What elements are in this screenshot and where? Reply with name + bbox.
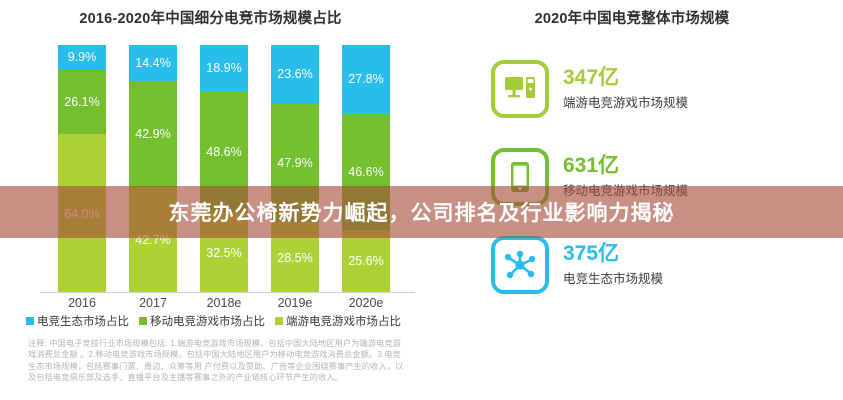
- legend-label: 移动电竞游戏市场占比: [150, 316, 265, 328]
- stat-row: 347亿端游电竞游戏市场规模: [491, 60, 688, 118]
- stat-value: 631亿: [563, 154, 620, 178]
- x-axis-line: [40, 292, 415, 293]
- bar-segment-label: 23.6%: [277, 67, 313, 82]
- overlay-banner: 东莞办公椅新势力崛起，公司排名及行业影响力揭秘: [0, 186, 843, 238]
- left-panel-title: 2016-2020年中国细分电竞市场规模占比: [79, 11, 342, 27]
- bar-segment-label: 26.1%: [64, 94, 100, 109]
- bar-segment-label: 27.8%: [348, 72, 384, 87]
- stat-label: 端游电竞游戏市场规模: [563, 95, 689, 110]
- stat-text: 347亿端游电竞游戏市场规模: [563, 67, 688, 110]
- bar-segment: 27.8%: [342, 45, 390, 114]
- bar-segment-label: 14.4%: [135, 55, 171, 70]
- legend-swatch-icon: [275, 317, 283, 325]
- bar-segment: 18.9%: [200, 45, 248, 92]
- bar-segment: 23.6%: [271, 45, 319, 104]
- legend-label: 电竞生态市场占比: [37, 316, 129, 328]
- desktop-pc-icon: [491, 60, 549, 118]
- x-axis-tick-label: 2020e: [348, 296, 384, 310]
- bar-segment-label: 18.9%: [206, 61, 242, 76]
- right-panel-title: 2020年中国电竞整体市场规模: [534, 11, 730, 27]
- bar-segment-label: 25.6%: [348, 254, 384, 269]
- bar-stack: 27.8% 46.6% 25.6%: [342, 45, 390, 293]
- legend-swatch-icon: [26, 317, 34, 325]
- bar-segment-label: 42.9%: [135, 126, 171, 141]
- stat-text: 375亿电竞生态市场规模: [563, 243, 663, 286]
- bar-group: 18.9% 48.6% 32.5%: [200, 45, 248, 293]
- chart-legend: 电竞生态市场占比 移动电竞游戏市场占比 端游电竞游戏市场占比: [26, 313, 401, 329]
- bar-group: 14.4% 42.9% 42.7%: [129, 45, 177, 293]
- bar-segment-label: 46.6%: [348, 164, 384, 179]
- bar-group: 9.9%26.1%64.0%: [58, 45, 106, 293]
- x-axis-tick-label: 2016: [68, 296, 96, 310]
- bar-segment: 42.9%: [129, 80, 177, 188]
- bar-segment-label: 32.5%: [206, 245, 242, 260]
- bar-stack: 23.6% 47.9% 28.5%: [271, 45, 319, 293]
- stat-row: 375亿电竞生态市场规模: [491, 236, 663, 294]
- legend-item[interactable]: 移动电竞游戏市场占比: [139, 313, 265, 329]
- bar-stack: 18.9% 48.6% 32.5%: [200, 45, 248, 293]
- bar-segment-label: 28.5%: [277, 250, 313, 265]
- bar-segment: 26.1%: [58, 69, 106, 135]
- bar-stack: 9.9%26.1%64.0%: [58, 45, 106, 293]
- bar-segment: 9.9%: [58, 45, 106, 70]
- stat-value: 375亿: [563, 242, 620, 266]
- x-axis-tick-label: 2017: [139, 296, 167, 310]
- x-axis-tick-label: 2019e: [277, 296, 313, 310]
- bar-segment-label: 47.9%: [277, 155, 313, 170]
- legend-label: 端游电竞游戏市场占比: [286, 316, 401, 328]
- x-axis-tick-label: 2018e: [206, 296, 242, 310]
- bar-segment: 25.6%: [342, 229, 390, 293]
- network-nodes-icon: [491, 236, 549, 294]
- bar-segment-label: 48.6%: [206, 145, 242, 160]
- left-footnote: 注释: 中国电子竞技行业市场规模包括: 1.端游电竞游戏市场规模，包括中国大陆地…: [28, 339, 404, 383]
- stat-label: 电竞生态市场规模: [563, 271, 664, 286]
- stacked-bar-chart: 9.9%26.1%64.0%14.4%42.9%42.7%18.9%48.6%3…: [50, 45, 405, 293]
- bar-group: 27.8% 46.6% 25.6%: [342, 45, 390, 293]
- overlay-banner-text: 东莞办公椅新势力崛起，公司排名及行业影响力揭秘: [168, 202, 675, 225]
- legend-item[interactable]: 电竞生态市场占比: [26, 313, 129, 329]
- legend-item[interactable]: 端游电竞游戏市场占比: [275, 313, 401, 329]
- legend-swatch-icon: [139, 317, 147, 325]
- stat-value: 347亿: [563, 66, 620, 90]
- bar-group: 23.6% 47.9% 28.5%: [271, 45, 319, 293]
- bar-stack: 14.4% 42.9% 42.7%: [129, 45, 177, 293]
- bar-segment-label: 9.9%: [67, 50, 97, 65]
- bar-segment: 14.4%: [129, 45, 177, 81]
